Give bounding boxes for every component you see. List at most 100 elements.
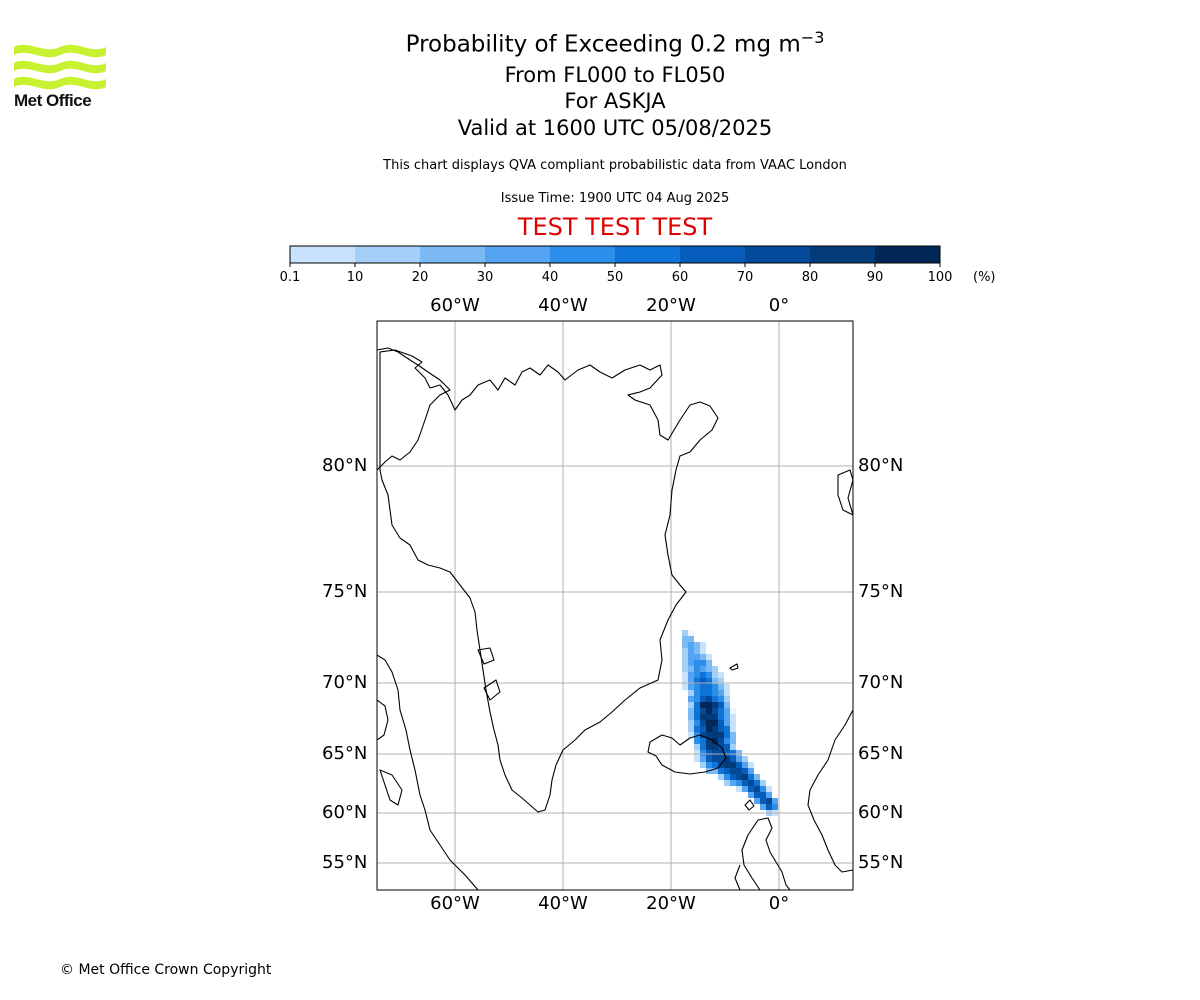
plume-cell [706,756,712,762]
plume-cell [706,720,712,726]
plume-cell [724,708,730,714]
plume-cell [688,660,694,666]
plume-cell [688,714,694,720]
plume-cell [718,774,724,780]
plume-cell [694,756,700,762]
colorbar [289,245,941,267]
plume-cell [694,732,700,738]
plume-cell [730,714,736,720]
plume-cell [706,708,712,714]
met-office-logo-waves-icon [14,44,106,90]
lat-label-left: 55°N [322,852,368,873]
plume-cell [724,768,730,774]
met-office-logo-text: Met Office [14,91,92,110]
valid-time: Valid at 1600 UTC 05/08/2025 [457,116,773,140]
plume-cell [712,666,718,672]
plume-cell [724,762,730,768]
plume-cell [688,690,694,696]
plume-cell [706,762,712,768]
plume-cell [736,786,742,792]
colorbar-segment [810,246,875,263]
plume-cell [712,732,718,738]
plume-cell [766,792,772,798]
plume-cell [712,714,718,720]
plume-cell [736,774,742,780]
plume-cell [706,684,712,690]
plume-cell [772,798,778,804]
plume-cell [694,666,700,672]
plume-cell [700,654,706,660]
plume-cell [694,678,700,684]
plume-cell [700,762,706,768]
plume-cell [688,666,694,672]
lat-label-left: 75°N [322,581,368,602]
plume-cell [742,768,748,774]
plume-cell [688,654,694,660]
ellesmere-coastline [376,347,451,471]
plume-cell [688,696,694,702]
plume-cell [718,732,724,738]
lat-label-left: 65°N [322,743,368,764]
lat-label-left: 60°N [322,802,368,823]
plume-cell [706,714,712,720]
plume-cell [694,654,700,660]
plume-cell [712,684,718,690]
colorbar-tick-label: 20 [411,270,429,285]
plume-cell [748,792,754,798]
plume-cell [712,690,718,696]
plume-cell [694,702,700,708]
plume-cell [706,666,712,672]
plume-cell [712,756,718,762]
lat-label-left: 70°N [322,672,368,693]
plume-cell [682,630,688,636]
map-frame [376,321,854,891]
plume-cell [700,744,706,750]
lon-label-bottom: 0° [768,893,790,914]
flight-level-range: From FL000 to FL050 [504,63,726,87]
plume-cell [754,780,760,786]
plume-cell [748,762,754,768]
plume-cell [736,780,742,786]
plume-cell [694,696,700,702]
colorbar-segment [615,246,680,263]
plume-cell [754,774,760,780]
plume-cell [718,696,724,702]
plume-cell [736,756,742,762]
plume-cell [682,648,688,654]
plume-cell [730,762,736,768]
plume-cell [730,720,736,726]
plume-cell [694,690,700,696]
lat-label-left: 80°N [322,455,368,476]
colorbar-tick-label: 60 [671,270,689,285]
colorbar-segment [485,246,550,263]
chart-title: Probability of Exceeding 0.2 mg m−3 [405,28,825,58]
plume-cell [712,672,718,678]
plume-cell [724,702,730,708]
plume-cell [712,738,718,744]
plume-cell [760,786,766,792]
plume-cell [748,786,754,792]
copyright-notice: © Met Office Crown Copyright [60,962,272,978]
coastlines [376,347,854,891]
plume-cell [718,714,724,720]
plume-cell [730,780,736,786]
plume-cell [706,744,712,750]
plume-cell [754,792,760,798]
plume-cell [712,696,718,702]
colorbar-segment [290,246,355,263]
plume-cell [688,630,694,636]
colorbar-tick-label: 0.1 [279,270,301,285]
map-border [376,320,854,891]
colorbar-tick-label: 30 [476,270,494,285]
plume-cell [724,774,730,780]
plume-cell [682,636,688,642]
colorbar-segment [745,246,810,263]
plume-cell [700,660,706,666]
plume-cell [700,756,706,762]
greenland-coastline [379,349,719,813]
plume-cell [700,750,706,756]
title-superscript: −3 [800,28,825,47]
lon-label-bottom: 60°W [430,893,480,914]
plume-cell [706,696,712,702]
plume-cell [718,768,724,774]
